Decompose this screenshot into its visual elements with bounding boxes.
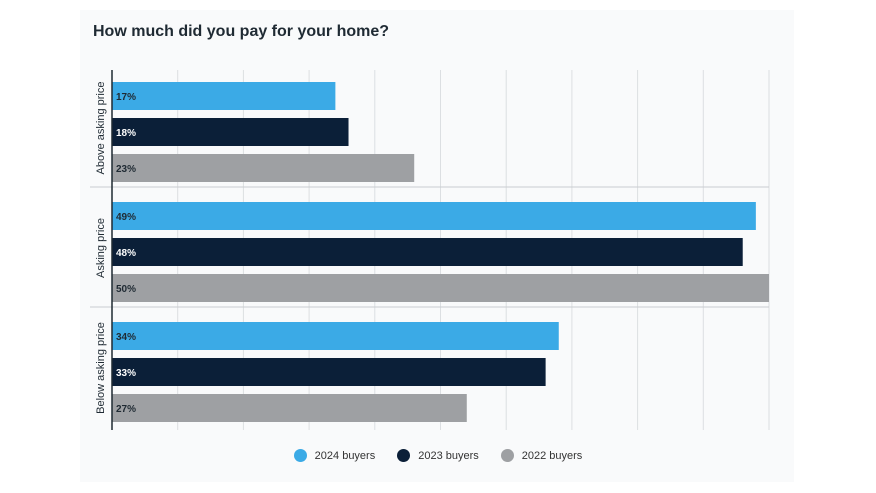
bar-2024-buyers [112, 322, 559, 350]
legend-label: 2023 buyers [418, 449, 479, 462]
legend-item: 2022 buyers [500, 449, 583, 462]
category-label: Below asking price [95, 322, 107, 414]
bar-2023-buyers [112, 238, 743, 266]
category-label: Asking price [95, 218, 107, 278]
data-label: 18% [116, 128, 136, 139]
bar-2023-buyers [112, 358, 546, 386]
data-label: 27% [116, 404, 136, 415]
category-label: Above asking price [95, 82, 107, 175]
bar-2022-buyers [112, 154, 415, 182]
legend-label: 2022 buyers [521, 449, 583, 462]
bar-2024-buyers [112, 202, 756, 230]
data-label: 34% [116, 332, 136, 343]
legend-swatch [397, 449, 411, 462]
bar-2023-buyers [112, 118, 349, 146]
data-label: 17% [116, 92, 136, 103]
legend-label: 2024 buyers [314, 449, 376, 462]
bar-2024-buyers [112, 82, 336, 110]
chart-title: How much did you pay for your home? [93, 23, 390, 40]
bar-2022-buyers [112, 394, 467, 422]
legend-item: 2023 buyers [397, 449, 479, 462]
legend: 2024 buyers 2023 buyers 2022 buyers [0, 449, 876, 462]
legend-swatch [500, 449, 514, 462]
data-label: 23% [116, 164, 136, 175]
data-label: 48% [116, 248, 136, 259]
legend-item: 2024 buyers [293, 449, 376, 462]
data-label: 33% [116, 368, 136, 379]
bar-2022-buyers [112, 274, 769, 302]
data-label: 49% [116, 212, 136, 223]
legend-swatch [293, 449, 307, 462]
data-label: 50% [116, 284, 136, 295]
